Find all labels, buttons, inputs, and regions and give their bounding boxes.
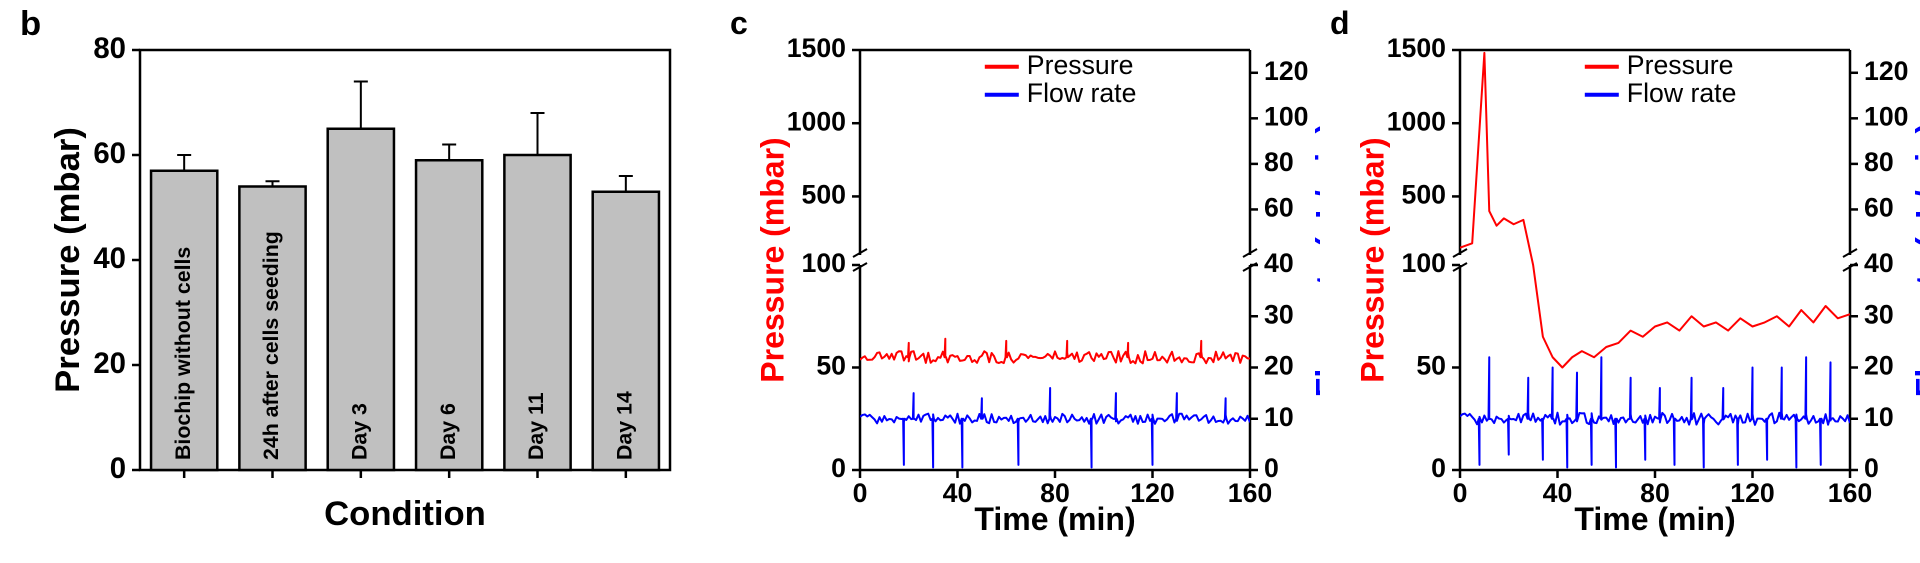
panel-d-label: d <box>1330 5 1350 42</box>
svg-text:Pressure (mbar): Pressure (mbar) <box>1354 137 1390 382</box>
panel-d-svg: 04080120160Time (min)0501005001000150001… <box>1320 0 1920 563</box>
svg-text:60: 60 <box>93 137 126 170</box>
svg-text:0: 0 <box>1864 453 1879 483</box>
figure: b 0 20 40 60 80 Pressure (mbar) Condition Bioch… <box>0 0 1920 563</box>
svg-text:20: 20 <box>1864 351 1894 381</box>
svg-text:Day 14: Day 14 <box>612 391 636 460</box>
svg-text:40: 40 <box>93 242 126 275</box>
svg-text:80: 80 <box>1264 147 1294 177</box>
svg-text:120: 120 <box>1130 478 1174 508</box>
panel-d: d 04080120160Time (min)05010050010001500… <box>1320 0 1920 563</box>
svg-text:1000: 1000 <box>1387 106 1446 136</box>
svg-text:Day 6: Day 6 <box>436 403 460 460</box>
svg-text:1500: 1500 <box>787 33 846 63</box>
svg-text:0: 0 <box>1453 478 1468 508</box>
svg-text:50: 50 <box>1416 351 1446 381</box>
panel-b-label: b <box>20 5 41 44</box>
svg-text:100: 100 <box>1864 101 1908 131</box>
panel-c-svg: 04080120160Time (min)0501005001000150001… <box>720 0 1320 563</box>
svg-text:Day 11: Day 11 <box>524 392 548 460</box>
svg-text:40: 40 <box>943 478 973 508</box>
svg-text:0: 0 <box>110 452 126 485</box>
svg-text:Condition: Condition <box>324 495 486 533</box>
svg-text:10: 10 <box>1264 402 1294 432</box>
svg-text:Flow rate: Flow rate <box>1027 78 1137 108</box>
svg-text:Time (min): Time (min) <box>1574 501 1735 537</box>
svg-text:Flow rate: Flow rate <box>1627 78 1737 108</box>
svg-text:1500: 1500 <box>1387 33 1446 63</box>
svg-text:20: 20 <box>93 347 126 380</box>
panel-c-label: c <box>730 5 748 42</box>
svg-text:500: 500 <box>802 179 846 209</box>
svg-text:50: 50 <box>816 351 846 381</box>
svg-text:Pressure: Pressure <box>1027 50 1134 80</box>
svg-text:Day 3: Day 3 <box>347 403 371 460</box>
svg-text:100: 100 <box>802 248 846 278</box>
svg-text:120: 120 <box>1864 56 1908 86</box>
svg-text:80: 80 <box>1864 147 1894 177</box>
svg-text:Pressure (mbar): Pressure (mbar) <box>49 127 87 393</box>
svg-text:120: 120 <box>1264 56 1308 86</box>
svg-text:80: 80 <box>93 32 126 65</box>
svg-text:40: 40 <box>1543 478 1573 508</box>
svg-text:100: 100 <box>1402 248 1446 278</box>
svg-text:40: 40 <box>1864 248 1894 278</box>
svg-text:100: 100 <box>1264 101 1308 131</box>
svg-text:1000: 1000 <box>787 106 846 136</box>
svg-text:Biochip without cells: Biochip without cells <box>171 247 195 460</box>
svg-text:Flow rate (µL/min): Flow rate (µL/min) <box>1309 123 1320 397</box>
svg-text:0: 0 <box>1431 453 1446 483</box>
svg-text:120: 120 <box>1730 478 1774 508</box>
svg-text:24h after cells seeding: 24h after cells seeding <box>259 231 283 460</box>
svg-text:0: 0 <box>1264 453 1279 483</box>
svg-text:0: 0 <box>853 478 868 508</box>
svg-text:60: 60 <box>1264 192 1294 222</box>
svg-text:Flow rate (µL/min): Flow rate (µL/min) <box>1909 123 1920 397</box>
svg-text:Pressure (mbar): Pressure (mbar) <box>754 137 790 382</box>
svg-text:30: 30 <box>1864 299 1894 329</box>
svg-text:Pressure: Pressure <box>1627 50 1734 80</box>
svg-text:30: 30 <box>1264 299 1294 329</box>
svg-text:60: 60 <box>1864 192 1894 222</box>
svg-text:500: 500 <box>1402 179 1446 209</box>
svg-text:10: 10 <box>1864 402 1894 432</box>
panel-c: c 04080120160Time (min)05010050010001500… <box>720 0 1320 563</box>
svg-text:0: 0 <box>831 453 846 483</box>
panel-b: b 0 20 40 60 80 Pressure (mbar) Condition Bioch… <box>0 0 720 563</box>
svg-text:40: 40 <box>1264 248 1294 278</box>
svg-text:20: 20 <box>1264 351 1294 381</box>
svg-text:Time (min): Time (min) <box>974 501 1135 537</box>
